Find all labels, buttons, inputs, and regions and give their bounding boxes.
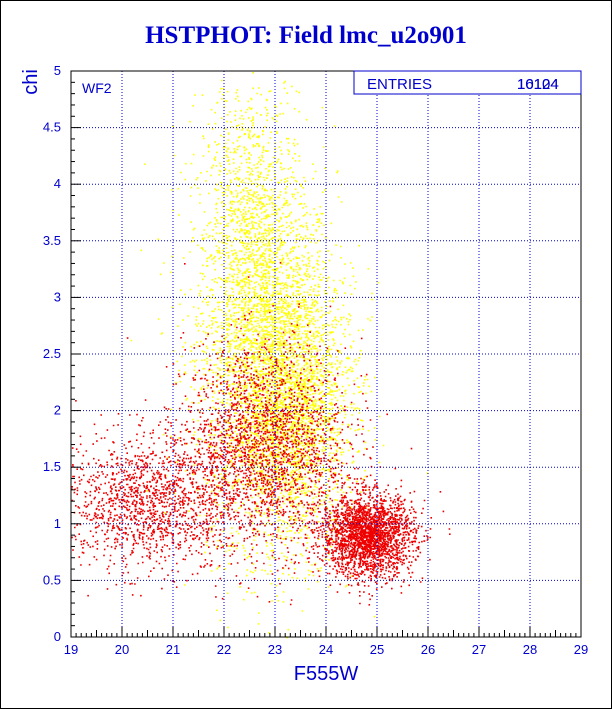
grid-layer	[71, 71, 581, 637]
points-layer	[71, 72, 451, 639]
stats-box: ENTRIES 16104 10124	[353, 70, 582, 95]
stats-entries-value: 16104	[517, 76, 559, 93]
y-tick-label: 1	[54, 516, 61, 531]
x-tick-label: 27	[472, 642, 486, 657]
y-tick-label: 5	[54, 63, 61, 78]
x-tick-label: 29	[574, 642, 588, 657]
x-tick-label: 21	[166, 642, 180, 657]
stats-entries-label: ENTRIES	[367, 76, 432, 93]
x-tick-label: 28	[523, 642, 537, 657]
x-tick-label: 24	[319, 642, 333, 657]
y-tick-label: 4	[54, 176, 61, 191]
y-tick-label: 3.5	[43, 233, 61, 248]
x-tick-label: 26	[421, 642, 435, 657]
stats-entries-overprint: 10124	[517, 76, 559, 93]
y-axis-label: chi	[20, 69, 42, 95]
red-points-series	[71, 262, 451, 606]
x-tick-label: 20	[115, 642, 129, 657]
chart-title: HSTPHOT: Field lmc_u2o901	[145, 22, 467, 49]
y-tick-label: 4.5	[43, 120, 61, 135]
y-tick-label: 3	[54, 289, 61, 304]
x-tick-label: 25	[370, 642, 384, 657]
x-axis-label: F555W	[294, 663, 359, 685]
x-tick-label: 23	[268, 642, 282, 657]
y-tick-label: 1.5	[43, 459, 61, 474]
y-tick-label: 2.5	[43, 346, 61, 361]
y-axis-ticks: 0 0.5 1 1.5 2 2.5 3 3.5 4 4.5 5	[43, 63, 81, 644]
y-tick-label: 2	[54, 403, 61, 418]
x-tick-label: 22	[217, 642, 231, 657]
panel-label: WF2	[82, 80, 112, 96]
x-axis-ticks: 19 20 21 22 23 24 25 26 27 28 29	[64, 627, 588, 657]
y-tick-label: 0	[54, 629, 61, 644]
x-tick-label: 19	[64, 642, 78, 657]
y-tick-label: 0.5	[43, 572, 61, 587]
